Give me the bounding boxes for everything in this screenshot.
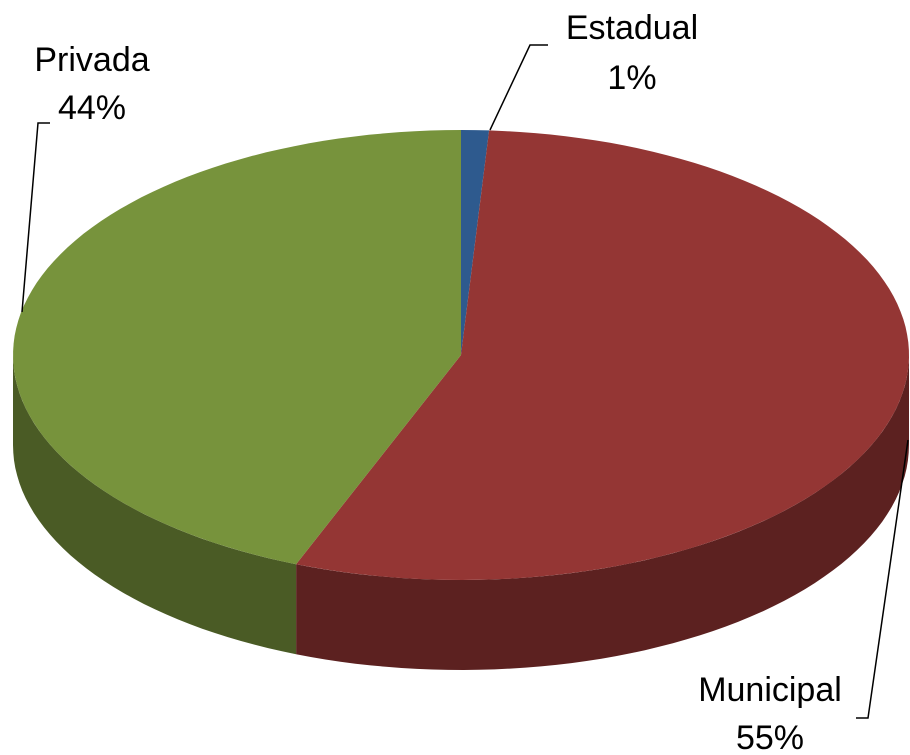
pie	[13, 130, 910, 670]
slice-label: Municipal	[698, 671, 842, 709]
slice-side	[296, 355, 910, 670]
slice-label: Estadual	[566, 9, 698, 47]
leader-line	[856, 439, 909, 719]
slice	[296, 130, 910, 580]
slice-value-label: 1%	[607, 59, 656, 97]
slice	[461, 130, 490, 355]
slice-side	[13, 355, 297, 655]
slice-value-label: 55%	[736, 719, 804, 755]
slice	[13, 130, 461, 565]
leader-line	[489, 44, 548, 131]
leader-line	[21, 122, 50, 313]
slice-label: Privada	[34, 41, 149, 79]
slice-value-label: 44%	[58, 89, 126, 127]
